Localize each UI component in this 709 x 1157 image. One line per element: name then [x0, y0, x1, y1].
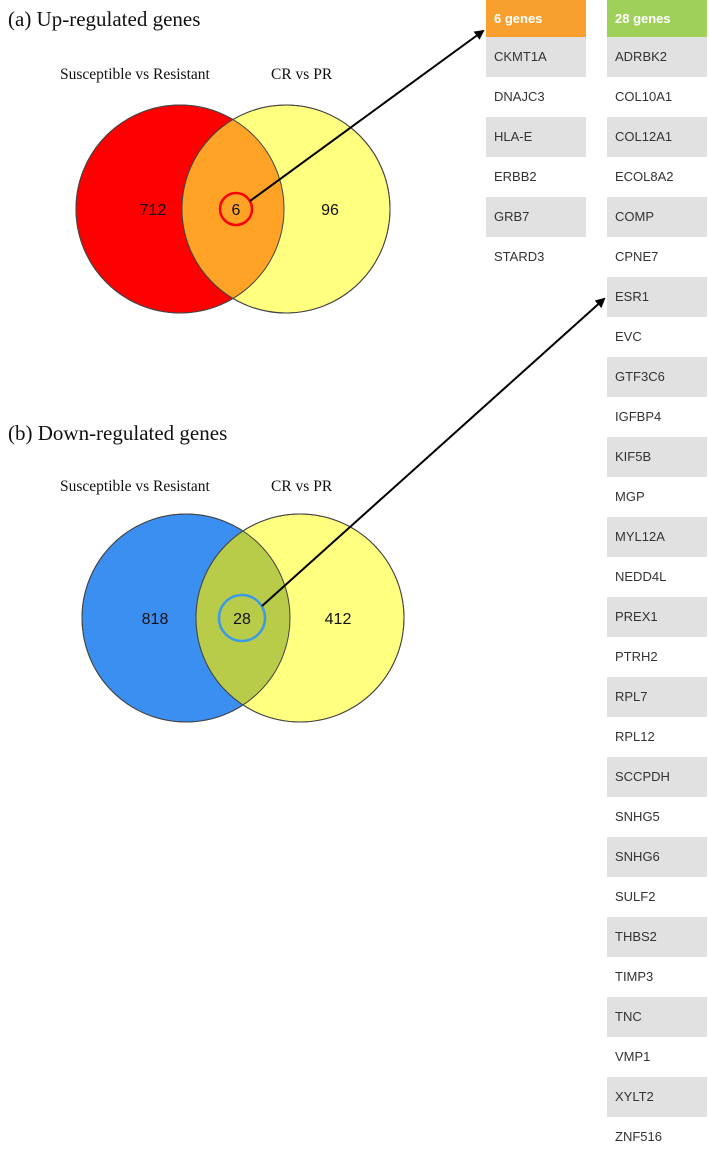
down-regulated-list-gene-item: ZNF516 — [607, 1117, 707, 1157]
down-regulated-list-gene-item: ECOL8A2 — [607, 157, 707, 197]
down-regulated-list-gene-item: CPNE7 — [607, 237, 707, 277]
panel-a-venn: 712 96 6 — [75, 104, 391, 314]
up-regulated-list-gene-item: HLA-E — [486, 117, 586, 157]
down-regulated-list-gene-item: GTF3C6 — [607, 357, 707, 397]
panel-a-left-set-label: Susceptible vs Resistant — [60, 66, 210, 83]
panel-a-highlight-ring — [218, 191, 254, 227]
panel-a-overlap-region — [182, 105, 284, 313]
panel-a-right-set-label: CR vs PR — [271, 66, 333, 83]
down-regulated-list-gene-item: COL10A1 — [607, 77, 707, 117]
down-regulated-list-gene-item: XYLT2 — [607, 1077, 707, 1117]
down-regulated-list-gene-item: RPL12 — [607, 717, 707, 757]
panel-a-right-count: 96 — [321, 202, 339, 219]
panel-a-left-count: 712 — [140, 202, 167, 219]
up-regulated-list-gene-item: STARD3 — [486, 237, 586, 277]
down-regulated-list-gene-item: VMP1 — [607, 1037, 707, 1077]
panel-b-right-set-label: CR vs PR — [271, 478, 333, 495]
down-regulated-list-gene-item: MYL12A — [607, 517, 707, 557]
panel-b-right-count: 412 — [325, 611, 352, 628]
down-regulated-list-gene-item: COMP — [607, 197, 707, 237]
down-regulated-list-gene-item: MGP — [607, 477, 707, 517]
down-regulated-list-gene-item: THBS2 — [607, 917, 707, 957]
down-regulated-list-gene-item: PREX1 — [607, 597, 707, 637]
panel-b-overlap-count: 28 — [233, 611, 251, 628]
down-regulated-list-gene-item: SNHG5 — [607, 797, 707, 837]
panel-b-overlap-region — [196, 514, 290, 722]
up-regulated-gene-list: 6 genes CKMT1A DNAJC3 HLA-E ERBB2 GRB7 STARD3 — [486, 0, 586, 277]
panel-a-overlap-count: 6 — [232, 202, 241, 219]
panel-b-arrow — [261, 297, 606, 607]
up-regulated-list-gene-item: CKMT1A — [486, 37, 586, 77]
down-regulated-list-gene-item: COL12A1 — [607, 117, 707, 157]
down-regulated-gene-list: 28 genes ADRBK2 COL10A1 COL12A1 ECOL8A2 COMP C… — [607, 0, 707, 1157]
down-regulated-list-gene-item: ESR1 — [607, 277, 707, 317]
down-regulated-list-gene-item: IGFBP4 — [607, 397, 707, 437]
down-regulated-list-gene-item: TIMP3 — [607, 957, 707, 997]
panel-a-title: (a) Up-regulated genes — [8, 7, 201, 31]
panel-b-venn: 818 412 28 — [81, 513, 405, 723]
panel-a-arrow — [249, 29, 485, 202]
down-regulated-list-gene-item: EVC — [607, 317, 707, 357]
down-regulated-list-gene-item: TNC — [607, 997, 707, 1037]
down-regulated-list-gene-item: NEDD4L — [607, 557, 707, 597]
down-regulated-list-gene-item: RPL7 — [607, 677, 707, 717]
panel-b-left-set-label: Susceptible vs Resistant — [60, 478, 210, 495]
down-regulated-list-header: 28 genes — [607, 0, 707, 37]
down-regulated-list-gene-item: SCCPDH — [607, 757, 707, 797]
panel-b-left-count: 818 — [142, 611, 169, 628]
down-regulated-list-gene-item: ADRBK2 — [607, 37, 707, 77]
panel-b-title: (b) Down-regulated genes — [8, 421, 228, 445]
up-regulated-list-gene-item: ERBB2 — [486, 157, 586, 197]
up-regulated-list-gene-item: GRB7 — [486, 197, 586, 237]
down-regulated-list-gene-item: PTRH2 — [607, 637, 707, 677]
up-regulated-list-header: 6 genes — [486, 0, 586, 37]
down-regulated-list-gene-item: KIF5B — [607, 437, 707, 477]
down-regulated-list-gene-item: SULF2 — [607, 877, 707, 917]
down-regulated-list-gene-item: SNHG6 — [607, 837, 707, 877]
up-regulated-list-gene-item: DNAJC3 — [486, 77, 586, 117]
panel-b-highlight-ring — [217, 593, 267, 643]
